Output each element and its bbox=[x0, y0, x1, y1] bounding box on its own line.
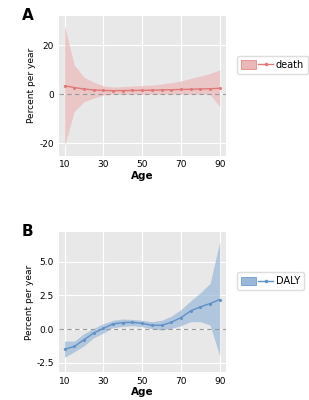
Text: B: B bbox=[22, 224, 34, 239]
Legend: , death: , death bbox=[237, 56, 308, 74]
Text: A: A bbox=[22, 8, 34, 23]
X-axis label: Age: Age bbox=[131, 387, 154, 397]
Y-axis label: Percent per year: Percent per year bbox=[28, 48, 36, 124]
Y-axis label: Percent per year: Percent per year bbox=[25, 264, 34, 340]
X-axis label: Age: Age bbox=[131, 171, 154, 181]
Legend: , DALY: , DALY bbox=[237, 272, 304, 290]
